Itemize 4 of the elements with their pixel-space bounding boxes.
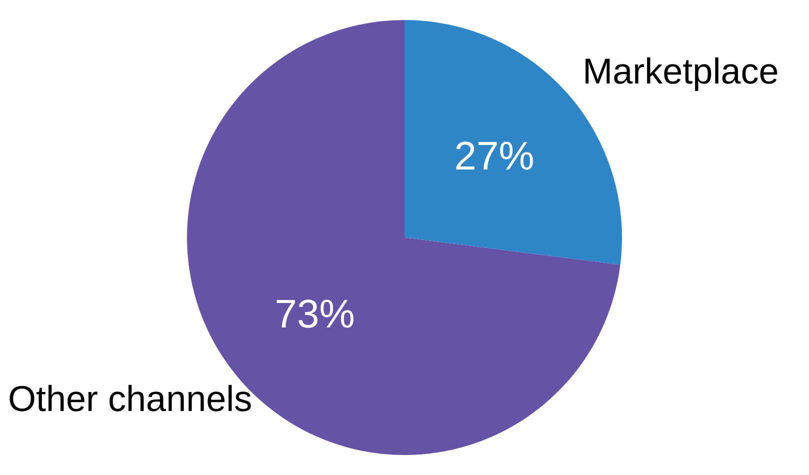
slice-label: Marketplace <box>582 50 779 92</box>
data-label: 27% <box>454 134 534 178</box>
slice-label: Other channels <box>8 378 252 420</box>
data-label: 73% <box>274 292 355 337</box>
